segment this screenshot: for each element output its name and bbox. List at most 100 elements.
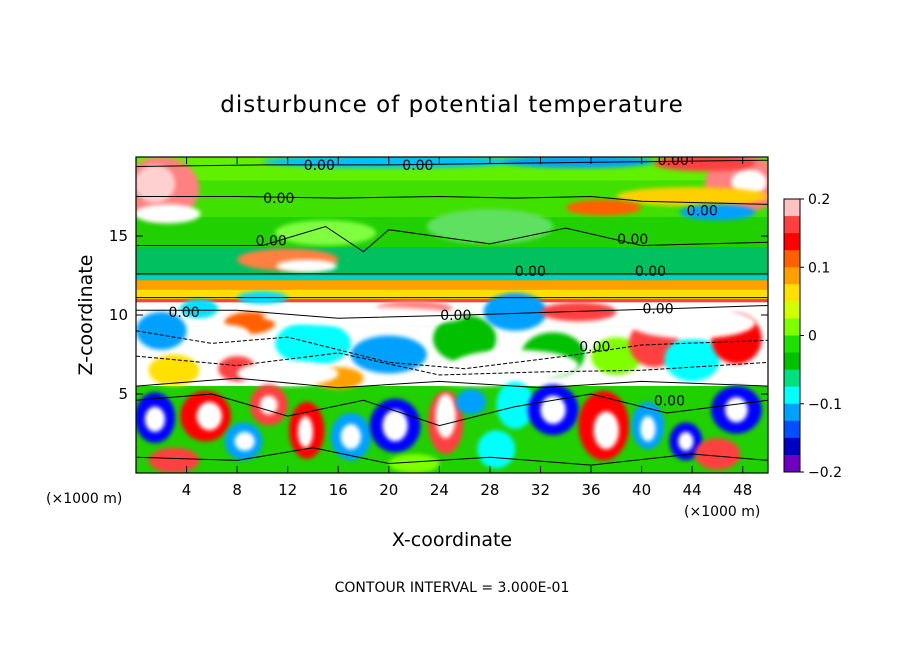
x-tick-label: 40 [632, 481, 651, 499]
field-cell [275, 220, 377, 246]
x-tick-label: 16 [329, 481, 348, 499]
x-tick-label: 48 [733, 481, 752, 499]
colorbar-swatch [784, 250, 800, 268]
field-cell [237, 360, 339, 387]
field-cell [350, 335, 427, 374]
contour-label: 0.00 [168, 305, 199, 321]
contour-label: 0.00 [687, 204, 718, 220]
field-cell [275, 321, 351, 366]
contour-label: 0.00 [440, 308, 471, 324]
field-band [136, 299, 768, 303]
field-cell [496, 381, 535, 429]
field-cell [433, 315, 497, 363]
colorbar: 0.2 0.1 0 −0.1 −0.2 [783, 192, 842, 481]
contour-label: 0.00 [263, 191, 294, 207]
field-cell [565, 199, 642, 216]
colorbar-swatch [784, 335, 800, 354]
colorbar-swatch [784, 233, 800, 251]
colorbar-tick-label: 0.1 [808, 260, 830, 276]
plot-area: 0.00 0.00 0.00 0.00 0.00 0.00 0.00 0.00 0.00 0.00… [136, 153, 768, 473]
field-cell [483, 292, 547, 331]
contour-label: 0.00 [617, 232, 648, 248]
y-axis-label: Z-coordinate [75, 255, 97, 376]
contour-label: 0.00 [658, 153, 689, 169]
field-cell [136, 204, 201, 224]
contour-label: 0.00 [304, 158, 335, 174]
contour-label: 0.00 [579, 340, 610, 356]
field-cell [234, 431, 255, 451]
contour-line [136, 305, 768, 319]
contour-label: 0.00 [515, 264, 546, 280]
x-unit-right: (×1000 m) [684, 504, 760, 520]
colorbar-swatch [784, 284, 800, 302]
field-cell [259, 395, 278, 415]
x-tick-label: 4 [182, 481, 192, 499]
field-cell [455, 389, 487, 415]
field-band [136, 289, 768, 300]
contour-label: 0.00 [642, 302, 673, 318]
field-cell [426, 363, 528, 387]
y-tick-label: 5 [118, 385, 128, 403]
colorbar-swatch [784, 369, 800, 388]
field-cell [199, 324, 250, 344]
field-cell [540, 395, 566, 425]
contour-label: 0.00 [654, 393, 685, 409]
field-cell [426, 209, 554, 244]
contour-label: 0.00 [256, 234, 287, 250]
chart-title: disturbunce of potential temperature [220, 92, 684, 118]
x-unit-left: (×1000 m) [46, 491, 122, 507]
colorbar-swatch [784, 352, 800, 371]
colorbar-swatch [784, 403, 800, 422]
y-tick-label: 15 [109, 227, 128, 245]
contour-label: 0.00 [635, 264, 666, 280]
field-cell [664, 337, 720, 382]
colorbar-swatch [784, 386, 800, 405]
field-cell [679, 204, 756, 221]
field-band [136, 280, 768, 290]
field-cell [694, 438, 741, 470]
contour-line [136, 330, 768, 370]
field-band [136, 247, 768, 276]
colorbar-swatch [784, 301, 800, 319]
field-cell [276, 259, 337, 273]
colorbar-swatch [784, 199, 800, 217]
field-cell [262, 307, 465, 327]
x-tick-label: 12 [278, 481, 297, 499]
x-tick-label: 8 [232, 481, 242, 499]
field-cell [148, 447, 200, 473]
colorbar-tick-label: 0 [808, 329, 817, 345]
field-cell [340, 424, 361, 450]
colorbar-tick-label: −0.1 [808, 397, 842, 413]
x-tick-label: 24 [430, 481, 449, 499]
field-cell [435, 394, 456, 439]
x-tick-label: 32 [531, 481, 550, 499]
x-tick-label: 20 [379, 481, 398, 499]
field-cell [628, 307, 756, 339]
field-cell [640, 416, 656, 442]
field-cell [593, 411, 619, 450]
colorbar-swatch [784, 318, 800, 336]
x-tick-label: 44 [683, 481, 702, 499]
contour-line [136, 393, 768, 427]
field-cell [196, 401, 222, 431]
field-cell [678, 431, 694, 451]
x-axis-label: X-coordinate [392, 529, 512, 551]
contour-label: 0.00 [402, 158, 433, 174]
contour-line [136, 447, 768, 466]
field-cell [731, 169, 767, 195]
field-cell [136, 164, 176, 203]
colorbar-swatch [784, 437, 800, 456]
contour-line [136, 377, 768, 389]
x-tick-label: 28 [480, 481, 499, 499]
field-cell [136, 311, 187, 350]
field-cell [148, 354, 200, 387]
field-cell [144, 406, 166, 432]
field-band [136, 275, 768, 281]
field-cell [297, 416, 313, 448]
colorbar-swatch [784, 216, 800, 234]
field-cell [180, 299, 219, 319]
contour-interval-note: CONTOUR INTERVAL = 3.000E-01 [335, 580, 570, 596]
field-cell [388, 454, 440, 473]
contour-line [136, 352, 768, 376]
